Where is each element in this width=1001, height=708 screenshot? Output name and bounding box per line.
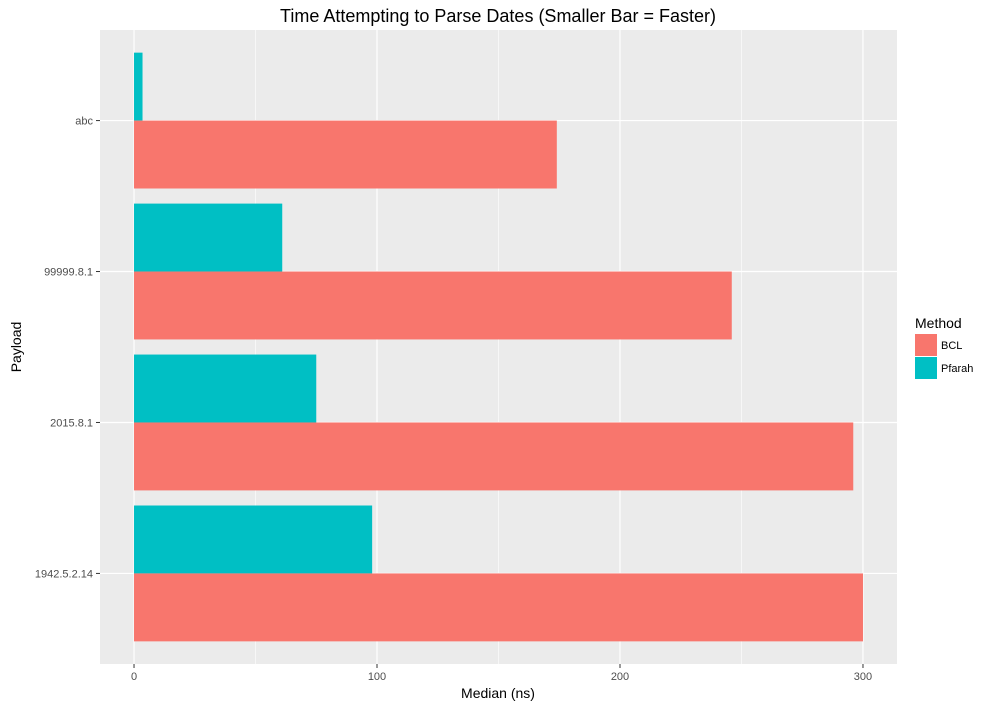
x-tick-label: 300 — [854, 671, 872, 683]
y-tick-label: 99999.8.1 — [44, 267, 93, 279]
bar-bcl — [134, 573, 863, 642]
x-tick-label: 100 — [368, 671, 386, 683]
bar-bcl — [134, 422, 854, 491]
x-tick-label: 200 — [611, 671, 629, 683]
x-axis-title: Median (ns) — [461, 685, 535, 701]
bar-pfarah — [134, 52, 143, 121]
y-axis: abc 99999.8.1 2015.8.1 1942.5.2.14 — [35, 116, 100, 580]
y-tick-label: abc — [75, 116, 93, 128]
y-axis-title: Payload — [8, 322, 24, 373]
y-tick-label: 1942.5.2.14 — [35, 568, 93, 580]
legend-label-bcl: BCL — [941, 340, 962, 352]
x-axis: 0 100 200 300 — [131, 664, 872, 683]
bar-pfarah — [134, 203, 283, 272]
legend-title: Method — [915, 315, 962, 331]
legend-key-pfarah — [915, 357, 937, 379]
legend-key-bcl — [915, 334, 937, 356]
legend-label-pfarah: Pfarah — [941, 363, 973, 375]
bar-pfarah — [134, 354, 317, 423]
bar-bcl — [134, 271, 732, 340]
x-tick-label: 0 — [131, 671, 137, 683]
chart-title: Time Attempting to Parse Dates (Smaller … — [280, 6, 716, 26]
bar-bcl — [134, 120, 557, 189]
bars — [134, 52, 863, 642]
y-tick-label: 2015.8.1 — [50, 417, 93, 429]
legend: Method BCL Pfarah — [915, 315, 973, 379]
bar-pfarah — [134, 505, 373, 574]
